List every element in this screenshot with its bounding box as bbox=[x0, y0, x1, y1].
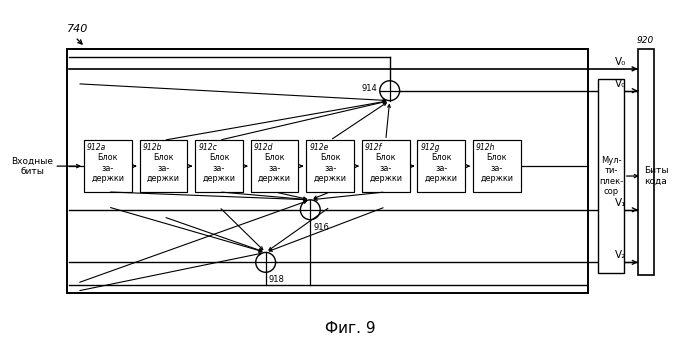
Bar bbox=[637, 49, 654, 275]
Bar bbox=[67, 49, 588, 293]
Text: Фиг. 9: Фиг. 9 bbox=[324, 321, 375, 336]
Bar bbox=[84, 140, 131, 192]
Circle shape bbox=[301, 200, 320, 220]
Text: V₂: V₂ bbox=[614, 250, 626, 260]
Text: 912a: 912a bbox=[87, 143, 106, 152]
Text: 912e: 912e bbox=[310, 143, 329, 152]
Text: Входные
биты: Входные биты bbox=[11, 156, 53, 176]
Text: Блок
за-
держки: Блок за- держки bbox=[92, 153, 124, 183]
Text: 740: 740 bbox=[67, 24, 89, 34]
Text: 916: 916 bbox=[313, 223, 329, 232]
Text: V₀: V₀ bbox=[614, 79, 626, 89]
Bar bbox=[417, 140, 465, 192]
Bar bbox=[598, 79, 624, 273]
Text: Блок
за-
держки: Блок за- держки bbox=[480, 153, 513, 183]
Text: Блок
за-
держки: Блок за- держки bbox=[425, 153, 458, 183]
Text: 914: 914 bbox=[361, 84, 377, 93]
Text: 912h: 912h bbox=[476, 143, 496, 152]
Text: 918: 918 bbox=[268, 275, 284, 284]
Text: 912f: 912f bbox=[365, 143, 382, 152]
Bar bbox=[140, 140, 187, 192]
Bar bbox=[195, 140, 243, 192]
Circle shape bbox=[256, 252, 275, 272]
Text: 920: 920 bbox=[637, 36, 654, 45]
Bar bbox=[473, 140, 521, 192]
Text: Блок
за-
держки: Блок за- держки bbox=[314, 153, 347, 183]
Circle shape bbox=[380, 81, 400, 100]
Text: Блок
за-
держки: Блок за- держки bbox=[258, 153, 291, 183]
Text: 912c: 912c bbox=[199, 143, 217, 152]
Text: V₁: V₁ bbox=[614, 198, 626, 208]
Text: Блок
за-
держки: Блок за- держки bbox=[203, 153, 236, 183]
Text: Блок
за-
держки: Блок за- держки bbox=[369, 153, 402, 183]
Bar bbox=[306, 140, 354, 192]
Text: Мул-
ти-
плек-
сор: Мул- ти- плек- сор bbox=[599, 156, 623, 196]
Text: Блок
за-
держки: Блок за- держки bbox=[147, 153, 180, 183]
Text: Биты
кода: Биты кода bbox=[644, 166, 668, 186]
Text: 912d: 912d bbox=[254, 143, 273, 152]
Text: V₀: V₀ bbox=[614, 57, 626, 67]
Bar bbox=[362, 140, 410, 192]
Bar bbox=[251, 140, 298, 192]
Text: 912g: 912g bbox=[420, 143, 440, 152]
Text: 912b: 912b bbox=[143, 143, 162, 152]
